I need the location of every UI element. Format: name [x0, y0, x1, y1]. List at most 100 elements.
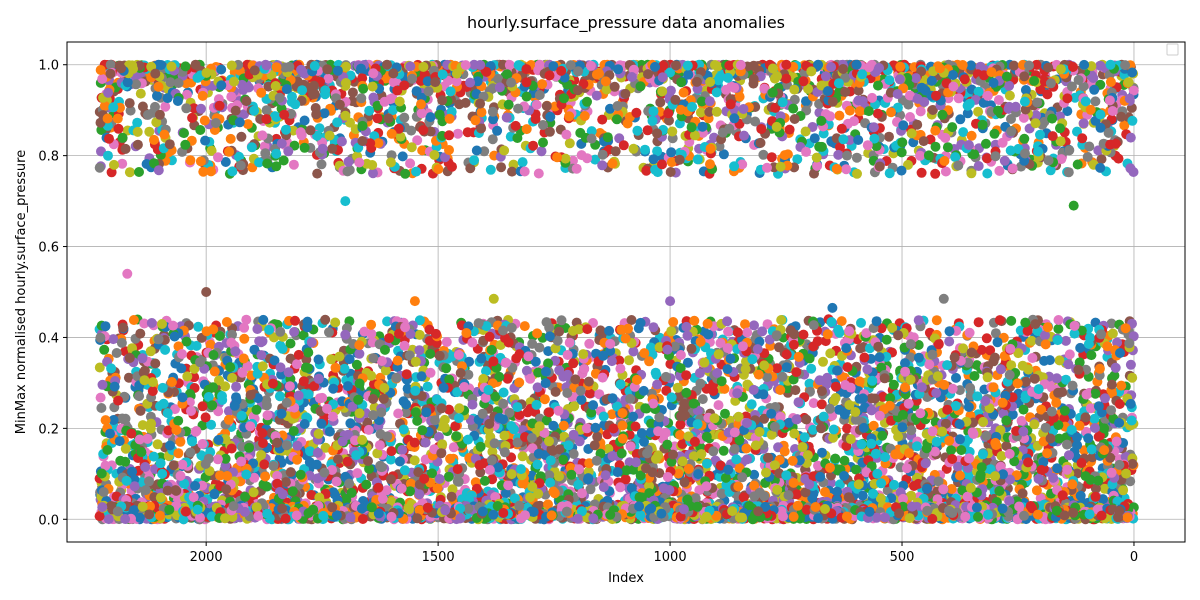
data-point	[853, 135, 864, 145]
data-point	[597, 114, 608, 125]
data-point	[612, 101, 623, 111]
data-point	[1031, 110, 1042, 121]
data-point	[309, 61, 320, 71]
data-point	[519, 321, 530, 332]
data-point	[213, 152, 223, 163]
data-point	[357, 120, 368, 131]
data-point	[912, 93, 923, 104]
data-point	[451, 68, 462, 79]
data-point	[1019, 96, 1030, 107]
data-point	[340, 110, 351, 121]
data-point	[597, 160, 608, 171]
data-point	[297, 85, 308, 96]
data-point	[1120, 60, 1131, 71]
data-point	[755, 137, 766, 148]
data-point	[262, 158, 273, 169]
data-point	[476, 123, 487, 134]
data-point	[320, 85, 331, 96]
data-point	[153, 165, 164, 176]
data-point	[1019, 133, 1030, 144]
data-point	[777, 97, 788, 108]
data-point	[717, 127, 728, 138]
data-point	[687, 101, 698, 112]
data-point	[1078, 118, 1089, 129]
data-point	[1004, 90, 1015, 101]
data-point	[392, 85, 403, 96]
data-point	[299, 142, 310, 153]
data-point	[342, 166, 353, 177]
data-point	[185, 155, 196, 166]
data-point	[856, 317, 866, 328]
data-point	[863, 106, 874, 117]
data-point	[798, 76, 809, 87]
data-point	[103, 87, 114, 98]
data-point	[521, 77, 532, 88]
data-point	[833, 78, 844, 89]
data-point	[1006, 126, 1017, 137]
data-point	[506, 77, 517, 88]
data-point	[678, 87, 689, 98]
data-point	[1020, 85, 1031, 95]
data-point	[479, 146, 490, 157]
data-point	[487, 134, 498, 145]
data-point	[487, 106, 498, 117]
data-point	[271, 62, 282, 73]
data-point	[766, 152, 777, 163]
data-point	[947, 122, 958, 133]
data-point	[825, 111, 836, 122]
data-point	[261, 60, 272, 71]
data-point	[534, 90, 545, 100]
data-point	[332, 117, 343, 128]
data-point	[670, 94, 681, 105]
data-point	[316, 159, 327, 170]
data-point	[214, 100, 225, 111]
data-point	[565, 60, 576, 71]
data-point	[771, 121, 782, 132]
data-point	[997, 137, 1008, 148]
data-point	[182, 89, 192, 100]
data-point	[662, 439, 673, 450]
data-point	[966, 168, 977, 179]
data-point	[920, 85, 931, 96]
data-point	[243, 82, 254, 93]
data-point	[406, 125, 417, 136]
data-point	[111, 348, 122, 358]
data-point	[811, 152, 822, 163]
data-point	[586, 133, 597, 144]
data-point	[915, 150, 926, 161]
data-point	[973, 106, 984, 117]
data-point	[748, 74, 759, 84]
data-point	[97, 74, 108, 84]
data-point	[195, 125, 206, 135]
data-point	[691, 76, 702, 87]
data-point	[767, 87, 778, 98]
data-point	[230, 105, 241, 116]
data-point	[399, 465, 410, 476]
data-point	[246, 142, 257, 153]
data-point	[372, 113, 383, 124]
data-point	[502, 373, 513, 384]
data-point	[460, 97, 471, 108]
data-point	[462, 127, 473, 138]
data-point	[386, 128, 397, 139]
data-point	[1095, 109, 1106, 120]
data-point	[830, 393, 841, 403]
data-point	[798, 329, 809, 340]
data-point	[200, 135, 211, 146]
data-point	[299, 115, 310, 126]
data-point	[336, 136, 347, 147]
data-point	[352, 468, 363, 479]
data-point	[1095, 162, 1106, 173]
data-point	[1027, 353, 1038, 363]
data-point	[433, 164, 444, 175]
data-point	[187, 112, 198, 123]
data-point	[501, 112, 512, 123]
data-point	[884, 75, 895, 86]
data-point	[800, 126, 811, 137]
data-point	[227, 166, 238, 177]
data-point	[476, 107, 487, 118]
data-point	[422, 381, 433, 392]
data-point	[640, 144, 650, 155]
data-point	[1127, 115, 1138, 126]
data-point	[884, 131, 894, 142]
